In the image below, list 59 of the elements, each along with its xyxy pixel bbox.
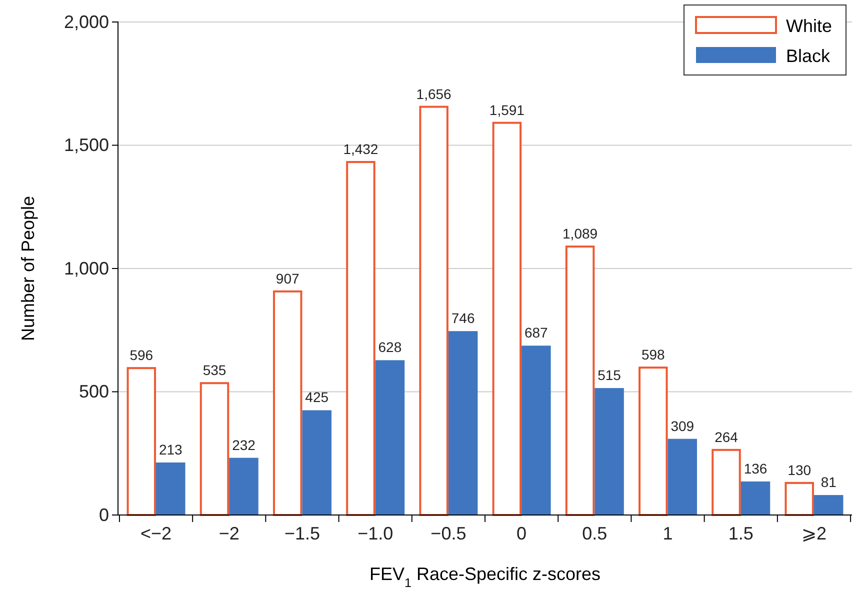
data-label: 1,432 <box>343 141 378 158</box>
data-label: 746 <box>451 310 475 326</box>
data-label: 81 <box>820 474 837 490</box>
x-tick-label: 1.5 <box>728 524 754 544</box>
bar <box>814 495 844 515</box>
bar <box>448 331 478 515</box>
data-label: 1,591 <box>489 102 525 118</box>
data-label: 515 <box>598 367 622 384</box>
data-label: 687 <box>524 324 548 341</box>
bar <box>594 388 624 515</box>
x-tick-label: 1 <box>662 524 673 544</box>
data-label: 596 <box>130 347 154 364</box>
bar <box>565 246 595 516</box>
x-tick-label: <−2 <box>140 524 172 544</box>
x-tick-label: −2 <box>218 524 240 544</box>
data-label: 130 <box>788 462 812 478</box>
legend-label: White <box>786 16 832 36</box>
y-tick-label: 2,000 <box>64 12 109 32</box>
data-label: 213 <box>158 441 183 458</box>
x-tick-label: −1.0 <box>358 524 394 544</box>
data-label: 136 <box>744 460 768 476</box>
legend-label: Black <box>786 46 832 66</box>
bar <box>156 462 186 515</box>
bar <box>740 481 770 515</box>
x-tick-label: −1.5 <box>284 524 320 544</box>
x-axis-title: FEV$_{1}$ Race-Specific z-scores <box>369 564 601 590</box>
bar <box>229 458 258 515</box>
y-axis-title: Number of People <box>18 196 38 342</box>
bar <box>126 367 156 516</box>
bar <box>668 438 698 515</box>
bar <box>375 360 405 515</box>
data-label: 232 <box>232 436 256 453</box>
bar <box>492 122 522 516</box>
bar <box>419 106 448 516</box>
bar <box>200 382 230 516</box>
bar <box>638 366 668 516</box>
data-label: 907 <box>276 270 300 286</box>
x-tick-label: 0 <box>516 524 527 544</box>
data-label: 1,656 <box>416 86 452 102</box>
data-label: 1,089 <box>562 226 598 242</box>
bar <box>712 448 741 516</box>
data-label: 309 <box>670 418 694 434</box>
y-tick-label: 500 <box>78 382 109 402</box>
bar <box>302 410 332 515</box>
x-tick-label: ⩾2 <box>801 524 826 544</box>
y-tick-label: 0 <box>98 504 109 525</box>
data-label: 598 <box>641 346 666 363</box>
y-tick-label: 1,500 <box>64 135 109 156</box>
bar <box>272 290 302 516</box>
y-tick-label: 1,000 <box>64 258 109 278</box>
data-label: 425 <box>305 389 329 406</box>
x-tick-label: −0.5 <box>430 524 466 544</box>
bar <box>346 161 376 516</box>
data-label: 628 <box>378 339 402 356</box>
bar <box>784 482 814 516</box>
data-label: 535 <box>202 362 226 378</box>
x-tick-label: 0.5 <box>582 524 608 544</box>
data-label: 264 <box>714 428 738 445</box>
bar <box>522 346 551 515</box>
